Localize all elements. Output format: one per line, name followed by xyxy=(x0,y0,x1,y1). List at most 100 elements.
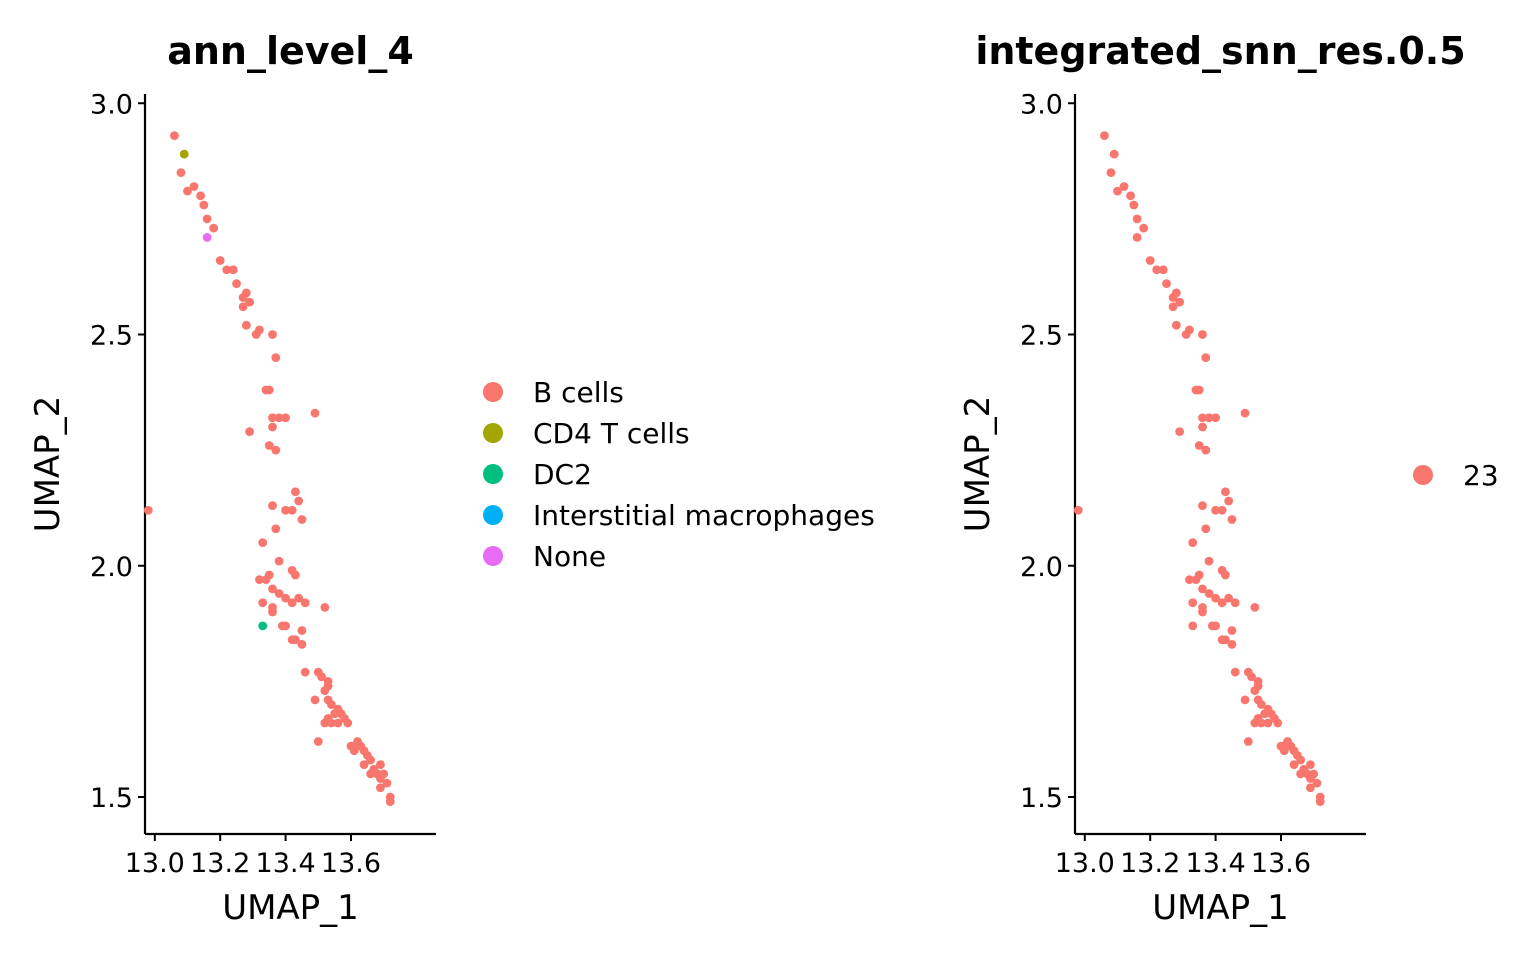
data-point xyxy=(1139,223,1149,233)
data-point xyxy=(1260,709,1270,719)
data-point xyxy=(310,408,320,418)
y-axis-title: UMAP_2 xyxy=(958,396,998,533)
data-point xyxy=(1188,538,1198,548)
data-point xyxy=(1273,718,1283,728)
data-point xyxy=(291,570,300,580)
data-point xyxy=(326,718,336,728)
data-point xyxy=(1243,737,1253,746)
data-point xyxy=(1119,182,1129,191)
x-tick-label: 13.0 xyxy=(1055,848,1115,879)
x-tick-label: 13.0 xyxy=(125,848,185,879)
y-tick-label: 1.5 xyxy=(1020,783,1063,814)
data-point xyxy=(1250,602,1260,612)
data-point xyxy=(274,413,284,423)
data-point xyxy=(1315,797,1325,807)
y-tick-label: 1.5 xyxy=(90,783,133,814)
x-tick-label: 13.2 xyxy=(1120,848,1180,879)
data-point xyxy=(264,441,274,450)
data-point xyxy=(320,602,330,612)
legend-key xyxy=(483,505,503,525)
data-point xyxy=(258,598,268,608)
data-point xyxy=(281,413,290,423)
data-point xyxy=(1175,427,1185,437)
data-point xyxy=(202,232,212,242)
data-point xyxy=(1256,718,1266,728)
data-point xyxy=(1227,626,1237,635)
data-point xyxy=(1198,330,1207,339)
y-tick-label: 2.0 xyxy=(1020,552,1063,583)
data-point xyxy=(1185,575,1194,585)
legend-label: DC2 xyxy=(533,458,592,491)
data-point xyxy=(1201,353,1211,363)
data-point xyxy=(376,774,385,783)
data-point xyxy=(245,427,255,437)
y-tick-label: 3.0 xyxy=(90,89,133,120)
data-point xyxy=(1132,214,1142,224)
data-point xyxy=(258,621,268,631)
data-point xyxy=(189,182,199,191)
data-point xyxy=(359,760,369,770)
data-point xyxy=(1204,556,1214,566)
data-point xyxy=(320,686,330,696)
data-point xyxy=(1145,256,1155,265)
panel-ann-level-4: ann_level_4 1.5 2.0 2.5 3.0 13.0 13.2 13.4 13.6 U… xyxy=(28,29,875,928)
y-tick-label: 2.5 xyxy=(1020,321,1063,352)
data-point xyxy=(1306,774,1315,783)
data-point xyxy=(287,598,297,608)
legend-key xyxy=(483,423,503,443)
data-point xyxy=(268,607,277,617)
data-point xyxy=(300,598,310,608)
data-point xyxy=(1073,505,1083,515)
data-point xyxy=(1201,445,1211,455)
data-point xyxy=(1168,302,1178,312)
data-point xyxy=(1289,760,1299,770)
data-point xyxy=(1296,769,1306,779)
data-point xyxy=(287,635,297,645)
data-point xyxy=(1191,575,1201,585)
chart-title: ann_level_4 xyxy=(167,29,414,73)
data-point xyxy=(1211,505,1220,515)
data-point xyxy=(1256,700,1266,709)
data-point xyxy=(1250,718,1260,728)
data-point xyxy=(255,325,264,335)
data-point xyxy=(1100,131,1109,141)
data-point xyxy=(1185,325,1194,335)
data-point xyxy=(1106,168,1116,178)
data-point xyxy=(1198,584,1207,594)
data-point xyxy=(1306,783,1315,793)
data-point xyxy=(245,297,255,307)
data-point xyxy=(238,302,248,312)
data-point xyxy=(268,501,277,511)
data-point xyxy=(271,445,281,455)
data-point xyxy=(1198,422,1207,432)
data-point xyxy=(170,131,179,141)
data-point xyxy=(1211,593,1220,603)
data-point xyxy=(271,524,281,534)
legend-key xyxy=(483,546,503,566)
data-point xyxy=(297,626,307,635)
data-point xyxy=(261,575,271,585)
data-point xyxy=(326,700,336,709)
data-point xyxy=(1211,413,1220,423)
x-tick-label: 13.2 xyxy=(190,848,250,879)
data-point xyxy=(343,718,353,728)
data-point xyxy=(1194,385,1204,395)
x-tick-label: 13.4 xyxy=(256,848,316,879)
data-point xyxy=(271,353,281,363)
data-point xyxy=(1221,487,1230,497)
data-point xyxy=(1152,265,1162,275)
data-point xyxy=(268,413,277,423)
data-point xyxy=(291,487,300,497)
data-point xyxy=(382,778,392,788)
data-point xyxy=(183,186,192,196)
data-point xyxy=(349,746,359,756)
legend-label: B cells xyxy=(533,376,624,409)
panel-integrated-snn-res: integrated_snn_res.0.51.52.02.53.013.0 13… xyxy=(958,29,1499,928)
data-point xyxy=(1132,232,1142,242)
legend-label: None xyxy=(533,540,606,573)
data-point xyxy=(1217,505,1227,515)
y-tick-label: 2.5 xyxy=(90,321,133,352)
data-point xyxy=(1224,593,1234,603)
y-tick-label: 3.0 xyxy=(1020,89,1063,120)
